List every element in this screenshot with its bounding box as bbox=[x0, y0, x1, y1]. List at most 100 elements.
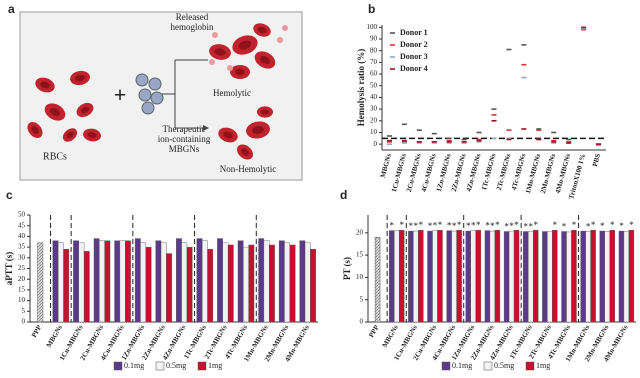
bar bbox=[99, 240, 105, 323]
panel-letter: d bbox=[340, 188, 347, 202]
plus: + bbox=[114, 82, 127, 107]
bar bbox=[585, 231, 591, 323]
hemoglobin bbox=[209, 59, 215, 65]
y-tick-label: 0 bbox=[360, 318, 364, 326]
bar bbox=[432, 230, 438, 323]
bar bbox=[284, 242, 291, 323]
bar bbox=[418, 229, 424, 323]
bar bbox=[78, 242, 85, 323]
significance: * bbox=[476, 220, 481, 230]
y-tick-label: 0 bbox=[374, 140, 378, 148]
bar bbox=[484, 230, 491, 323]
significance: * bbox=[591, 220, 596, 230]
bar bbox=[475, 229, 481, 323]
x-tick-label: 2Tc-MBGNs bbox=[495, 153, 512, 192]
bar bbox=[427, 230, 433, 323]
bar bbox=[176, 238, 182, 323]
rbc-center bbox=[49, 107, 61, 117]
legend-swatch bbox=[483, 361, 493, 371]
significance: * bbox=[514, 220, 519, 230]
significance: * bbox=[447, 221, 452, 231]
bar bbox=[125, 240, 131, 323]
legend-label: Donor 4 bbox=[400, 64, 428, 73]
nanoparticle bbox=[150, 91, 164, 105]
legend-label: 1mg bbox=[208, 361, 222, 370]
y-tick-label: 20 bbox=[356, 228, 364, 236]
legend-swatch bbox=[441, 361, 451, 371]
control-bar bbox=[37, 242, 44, 323]
significance: * bbox=[553, 220, 558, 230]
x-tick-label: PPP bbox=[30, 323, 44, 339]
y-tick-label: 10 bbox=[370, 128, 378, 136]
significance: * bbox=[419, 220, 424, 230]
bar bbox=[413, 230, 419, 323]
rbc-center bbox=[252, 126, 264, 134]
bar bbox=[93, 238, 100, 323]
bar bbox=[547, 231, 553, 323]
legend-label: Donor 2 bbox=[400, 40, 428, 49]
rbc-center bbox=[75, 74, 85, 82]
y-tick-label: 30 bbox=[18, 253, 26, 261]
y-tick-label: 70 bbox=[370, 58, 378, 66]
bar bbox=[166, 253, 172, 323]
therapeutic-label: Therapeutic ion-containing MBGNs bbox=[158, 124, 211, 154]
bar bbox=[465, 230, 471, 323]
bar bbox=[160, 242, 167, 323]
x-tick-label: PBS bbox=[591, 153, 602, 168]
bar bbox=[237, 240, 244, 323]
rbc-center bbox=[214, 48, 226, 56]
released-label: Released hemoglobin bbox=[171, 12, 214, 32]
y-tick-label: 25 bbox=[18, 264, 26, 272]
significance: * bbox=[600, 221, 605, 231]
panel-letter: a bbox=[8, 2, 15, 16]
significance: * bbox=[504, 222, 509, 232]
panel-letter: c bbox=[6, 188, 13, 202]
bar bbox=[207, 249, 214, 323]
y-tick-label: 90 bbox=[370, 35, 378, 43]
hemoglobin bbox=[212, 32, 218, 38]
legend-label: Donor 3 bbox=[400, 52, 428, 61]
rbc-center bbox=[259, 55, 271, 65]
y-tick-label: 20 bbox=[370, 116, 378, 124]
rbc-center bbox=[238, 40, 252, 50]
bar bbox=[196, 238, 203, 323]
bar bbox=[399, 229, 405, 323]
bar bbox=[566, 231, 572, 323]
significance: * bbox=[414, 221, 419, 231]
y-tick-label: 80 bbox=[370, 46, 378, 54]
bar bbox=[437, 229, 443, 323]
bar bbox=[289, 244, 296, 323]
hemoglobin bbox=[277, 37, 283, 43]
significance: * bbox=[433, 221, 438, 231]
bar bbox=[494, 229, 501, 323]
significance: * bbox=[466, 221, 471, 231]
significance: * bbox=[438, 220, 443, 230]
bar bbox=[503, 231, 510, 323]
x-tick-label: MBGNs bbox=[381, 324, 400, 349]
non-hemolytic-label: Non-Hemolytic bbox=[220, 164, 277, 174]
significance: * bbox=[428, 221, 433, 231]
y-tick-label: 60 bbox=[370, 70, 378, 78]
y-axis-label: Hemolysis ratio (%) bbox=[356, 49, 366, 126]
legend-label: 1mg bbox=[536, 361, 550, 370]
bar bbox=[310, 249, 316, 323]
rbc-center bbox=[80, 106, 90, 114]
legend-label: 0.5mg bbox=[166, 361, 186, 370]
bar bbox=[590, 229, 596, 323]
legend-swatch bbox=[113, 361, 123, 371]
nanoparticle bbox=[138, 88, 152, 102]
bar bbox=[408, 230, 414, 323]
significance: * bbox=[457, 220, 462, 230]
bar bbox=[304, 242, 311, 323]
bar bbox=[57, 242, 64, 323]
x-tick-label: MBGNs bbox=[379, 153, 393, 179]
significance: * bbox=[528, 222, 533, 232]
bar bbox=[394, 230, 400, 323]
bar bbox=[489, 230, 496, 323]
x-tick-label: 4Tc-MBGNs bbox=[510, 153, 527, 192]
bar bbox=[258, 238, 265, 323]
bar bbox=[451, 230, 457, 323]
bar bbox=[73, 240, 79, 323]
rbc-center bbox=[40, 81, 50, 89]
y-tick-label: 0 bbox=[22, 318, 26, 326]
